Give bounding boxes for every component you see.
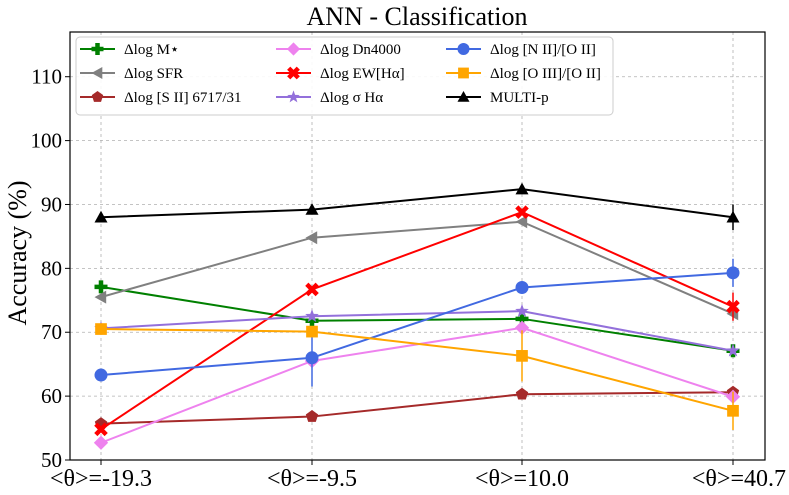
legend-item: Δlog σ Hα xyxy=(276,90,383,106)
data-point xyxy=(514,320,530,335)
data-point xyxy=(516,350,528,362)
plot-frame xyxy=(69,31,766,461)
data-point xyxy=(726,266,740,280)
legend-label: Δlog [O III]/[O II] xyxy=(490,66,601,82)
x-tick-label: <θ>=-19.3 xyxy=(50,466,152,492)
legend-label: Δlog [N II]/[O II] xyxy=(490,42,596,58)
series-line xyxy=(100,328,734,412)
data-point xyxy=(94,368,108,382)
legend-item: Δlog [N II]/[O II] xyxy=(446,42,596,58)
legend-marker xyxy=(287,90,300,103)
data-point xyxy=(726,210,740,223)
y-tick-label: 50 xyxy=(41,448,62,472)
series-line xyxy=(100,188,734,219)
x-tick-label: <θ>=10.0 xyxy=(475,466,569,492)
data-point xyxy=(305,351,319,365)
y-tick-label: 60 xyxy=(41,384,62,408)
legend-label: Δlog [S II] 6717/31 xyxy=(124,90,242,106)
data-point xyxy=(727,404,739,417)
legend-label: MULTI-p xyxy=(490,90,549,106)
data-point xyxy=(515,182,529,195)
legend-marker xyxy=(286,42,301,56)
data-point xyxy=(726,343,740,357)
data-point xyxy=(305,231,318,245)
series-line xyxy=(100,211,734,431)
y-axis-ticks: 50 60 70 80 90 100 110 xyxy=(31,65,70,472)
data-point xyxy=(515,205,529,219)
legend-marker xyxy=(91,67,103,79)
data-point xyxy=(305,309,319,323)
series-line xyxy=(100,220,734,315)
data-point xyxy=(94,422,108,437)
data-point xyxy=(305,282,319,297)
legend-label: Δlog SFR xyxy=(124,66,183,82)
legend-item: Δlog EW[Hα] xyxy=(276,66,405,82)
data-point xyxy=(306,325,318,338)
legend-item: Δlog [S II] 6717/31 xyxy=(80,90,242,106)
y-tick-label: 90 xyxy=(41,192,62,216)
series-line xyxy=(100,285,734,352)
legend-item: Δlog [O III]/[O II] xyxy=(446,66,601,82)
legend-marker xyxy=(458,67,469,79)
legend-marker xyxy=(91,43,104,55)
data-point xyxy=(515,304,529,317)
legend-item: Δlog M⋆ xyxy=(80,42,179,58)
chart-title: ANN - Classification xyxy=(307,2,528,31)
data-point xyxy=(515,281,529,295)
y-tick-label: 110 xyxy=(31,65,62,89)
series-line xyxy=(100,271,734,377)
legend-marker xyxy=(287,66,300,80)
legend-marker xyxy=(457,43,470,55)
legend-marker xyxy=(91,91,104,102)
series-line xyxy=(100,310,734,352)
series-line xyxy=(100,391,734,425)
legend-item: Δlog Dn4000 xyxy=(276,42,401,58)
y-axis-label: Accuracy (%) xyxy=(3,180,32,325)
x-tick-label: <θ>=40.7 xyxy=(692,466,786,492)
legend-item: MULTI-p xyxy=(446,90,549,106)
y-tick-label: 80 xyxy=(41,256,62,280)
x-axis-ticks: <θ>=-19.3 <θ>=-9.5 <θ>=10.0 <θ>=40.7 xyxy=(50,460,786,492)
series-4 xyxy=(94,205,740,437)
series-1 xyxy=(94,215,739,321)
legend-label: Δlog M⋆ xyxy=(124,42,179,58)
data-point xyxy=(95,323,107,335)
series-7 xyxy=(95,323,739,430)
legend-label: Δlog σ Hα xyxy=(320,90,383,106)
series-8 xyxy=(94,182,740,231)
data-point xyxy=(515,215,528,229)
legend-label: Δlog Dn4000 xyxy=(320,42,401,58)
series-0 xyxy=(94,280,740,358)
data-point xyxy=(94,210,108,223)
series-3 xyxy=(93,320,741,450)
legend-box xyxy=(75,36,614,116)
y-tick-label: 70 xyxy=(41,320,62,344)
data-point xyxy=(305,203,319,215)
data-point xyxy=(305,410,319,422)
y-tick-label: 100 xyxy=(31,129,63,153)
data-point xyxy=(515,387,529,400)
legend: Δlog M⋆ Δlog SFR Δlog [S II] 6717/31 Δlog D… xyxy=(75,36,614,116)
data-point xyxy=(93,435,109,450)
legend-label: Δlog EW[Hα] xyxy=(320,66,405,82)
data-point xyxy=(726,299,740,314)
x-tick-label: <θ>=-9.5 xyxy=(267,466,357,492)
data-point xyxy=(94,290,107,304)
data-series xyxy=(93,182,741,450)
legend-item: Δlog SFR xyxy=(80,66,183,82)
legend-marker xyxy=(457,91,470,102)
data-point xyxy=(94,280,108,294)
series-6 xyxy=(94,258,740,387)
